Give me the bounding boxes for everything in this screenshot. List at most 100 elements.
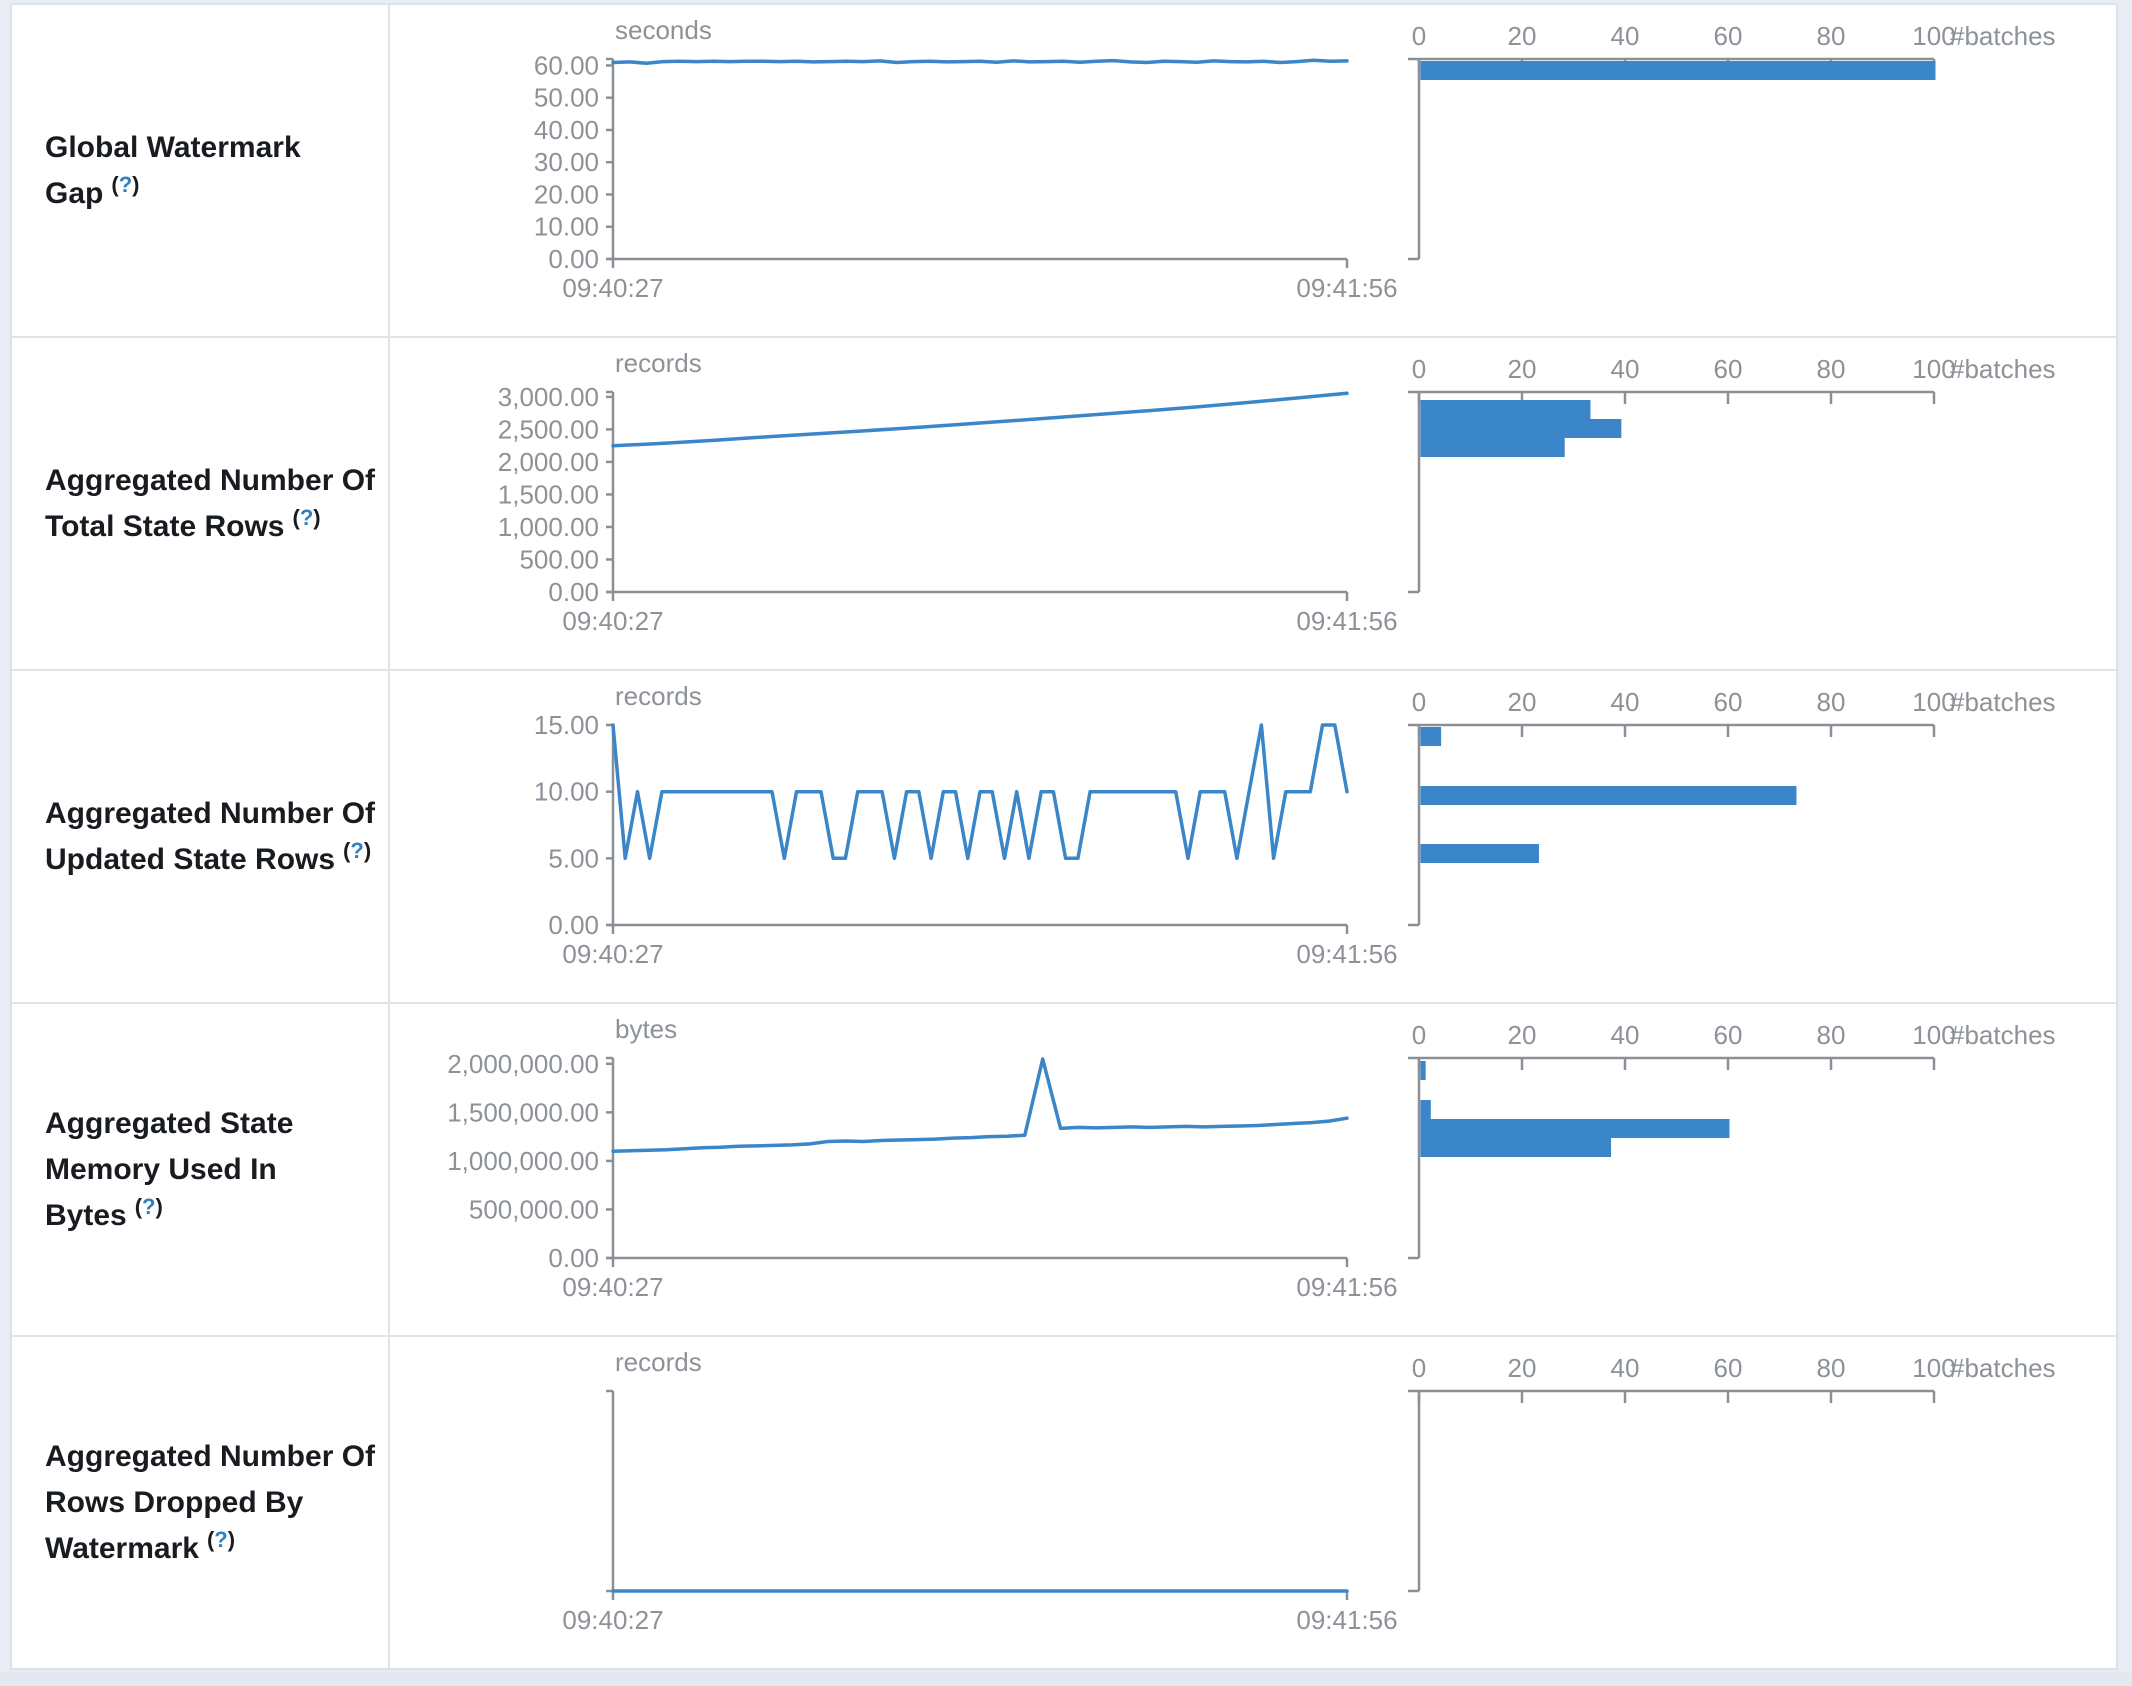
histogram-tick-label: 80 <box>1817 354 1846 384</box>
y-tick-label: 0.00 <box>548 577 599 607</box>
chart-cell: records 15.00 10.00 5.00 0.00 09:40:27 09:41:5… <box>390 671 2116 1002</box>
streaming-statistics-table: Global Watermark Gap (?) seconds 60.00 50.0… <box>10 3 2118 1670</box>
histogram-tick-label: 40 <box>1611 354 1640 384</box>
histogram-tick-label: 40 <box>1611 1020 1640 1050</box>
histogram-tick-label: 100 <box>1912 687 1955 717</box>
timeline-series-line <box>611 1057 1349 1153</box>
help-paren-open: ( <box>343 837 351 863</box>
x-axis-end-time: 09:41:56 <box>1296 273 1397 303</box>
help-paren-open: ( <box>206 1526 215 1552</box>
histogram-tick-label: 0 <box>1412 21 1426 51</box>
x-axis-start-time: 09:40:27 <box>562 273 663 303</box>
metric-row-rows-dropped-by-watermark: Aggregated Number Of Rows Dropped By Wat… <box>12 1337 2116 1668</box>
histogram-bar <box>1420 400 1591 419</box>
histogram-unit-label: #batches <box>1950 687 2056 717</box>
timeline-unit-label: records <box>615 348 702 378</box>
help-question-icon[interactable]: ? <box>118 171 133 197</box>
x-axis-start-time: 09:40:27 <box>562 1605 663 1635</box>
metric-title-text: Aggregated Number Of Rows Dropped By Wat… <box>45 1439 376 1565</box>
y-tick-label: 0.00 <box>548 910 599 940</box>
histogram-tick-label: 40 <box>1611 1353 1640 1383</box>
histogram-bar <box>1420 1100 1431 1119</box>
metric-label-cell: Aggregated Number Of Rows Dropped By Wat… <box>12 1337 390 1668</box>
histogram-tick-label: 0 <box>1412 1353 1426 1383</box>
timeline-unit-label: records <box>615 681 702 711</box>
metric-title: Aggregated Number Of Rows Dropped By Wat… <box>45 1434 382 1572</box>
y-tick-label: 20.00 <box>534 179 599 209</box>
metric-title-text: Global Watermark Gap <box>45 130 301 210</box>
page-background-strip <box>0 1672 2132 1686</box>
y-tick-label: 10.00 <box>534 777 599 807</box>
y-tick-label: 2,000.00 <box>498 447 599 477</box>
help-paren-open: ( <box>134 1193 143 1219</box>
histogram-tick-label: 20 <box>1508 687 1537 717</box>
histogram-unit-label: #batches <box>1950 1353 2056 1383</box>
help-paren-open: ( <box>111 171 119 197</box>
y-tick-label: 30.00 <box>534 147 599 177</box>
histogram-tick-label: 60 <box>1714 21 1743 51</box>
histogram-unit-label: #batches <box>1950 1020 2056 1050</box>
help-paren-open: ( <box>292 504 300 530</box>
histogram-tick-label: 60 <box>1714 687 1743 717</box>
help-question-icon[interactable]: ? <box>142 1193 156 1219</box>
histogram-tick-label: 100 <box>1912 1353 1955 1383</box>
histogram-tick-label: 0 <box>1412 354 1426 384</box>
histogram-tick-label: 80 <box>1817 1353 1846 1383</box>
help-link[interactable]: (?) <box>111 172 139 197</box>
chart-cell: seconds 60.00 50.00 40.00 30.00 20.00 10.00 0.0… <box>390 5 2116 336</box>
metric-label-cell: Global Watermark Gap (?) <box>12 5 390 336</box>
timeline-series-line <box>611 391 1349 448</box>
histogram-tick-label: 80 <box>1817 687 1846 717</box>
help-paren-close: ) <box>132 171 140 197</box>
timeline-series-line <box>611 58 1349 65</box>
histogram-tick-label: 0 <box>1412 1020 1426 1050</box>
histogram-bar <box>1420 1061 1426 1080</box>
histogram-tick-label: 20 <box>1508 1353 1537 1383</box>
metric-label-cell: Aggregated Number Of Updated State Rows(… <box>12 671 390 1002</box>
histogram-bar <box>1420 1138 1612 1157</box>
rows-dropped-charts: records 09:40:27 09:41:56 0 20 40 60 80 100#batc… <box>562 1347 2056 1635</box>
y-tick-label: 500,000.00 <box>469 1194 599 1224</box>
y-tick-label: 60.00 <box>534 50 599 80</box>
help-question-icon[interactable]: ? <box>350 837 364 863</box>
timeline-series-line <box>611 723 1349 861</box>
histogram-tick-label: 20 <box>1508 1020 1537 1050</box>
y-tick-label: 1,500,000.00 <box>447 1097 599 1127</box>
x-axis-start-time: 09:40:27 <box>562 606 663 636</box>
y-tick-label: 40.00 <box>534 115 599 145</box>
help-paren-close: ) <box>363 837 372 863</box>
histogram-tick-label: 60 <box>1714 354 1743 384</box>
metric-title-text: Aggregated Number Of Updated State Rows <box>45 796 376 876</box>
histogram-tick-label: 60 <box>1714 1020 1743 1050</box>
metric-title: Global Watermark Gap (?) <box>45 125 382 217</box>
help-link[interactable]: (?) <box>207 1527 235 1552</box>
metric-title-text: Aggregated Number Of Total State Rows <box>45 463 376 543</box>
y-tick-label: 3,000.00 <box>498 382 599 412</box>
help-link[interactable]: (?) <box>292 505 320 530</box>
histogram-bar <box>1420 786 1797 805</box>
chart-cell: records 09:40:27 09:41:56 0 20 40 60 80 100 #batc… <box>390 1337 2116 1668</box>
y-tick-label: 2,000,000.00 <box>447 1049 599 1079</box>
help-paren-close: ) <box>155 1193 163 1219</box>
histogram-unit-label: #batches <box>1950 21 2056 51</box>
x-axis-start-time: 09:40:27 <box>562 1272 663 1302</box>
histogram-tick-label: 40 <box>1611 21 1640 51</box>
histogram-tick-label: 80 <box>1817 1020 1846 1050</box>
histogram-tick-label: 100 <box>1912 1020 1955 1050</box>
histogram-tick-label: 40 <box>1611 687 1640 717</box>
histogram-tick-label: 100 <box>1912 354 1955 384</box>
y-tick-label: 0.00 <box>548 1243 599 1273</box>
histogram-tick-label: 20 <box>1508 354 1537 384</box>
metric-title: Aggregated Number Of Updated State Rows(… <box>45 791 382 883</box>
metric-label-cell: Aggregated State Memory Used In Bytes (?) <box>12 1004 390 1335</box>
y-tick-label: 2,500.00 <box>498 414 599 444</box>
help-question-icon[interactable]: ? <box>214 1526 228 1552</box>
histogram-tick-label: 0 <box>1412 687 1426 717</box>
total-state-rows-charts: records3,000.002,500.002,000.001,500.001… <box>498 348 2056 636</box>
help-question-icon[interactable]: ? <box>299 504 314 530</box>
metric-title-text: Aggregated State Memory Used In Bytes <box>45 1106 294 1232</box>
metric-row-global-watermark-gap: Global Watermark Gap (?) seconds 60.00 50.0… <box>12 5 2116 338</box>
help-link[interactable]: (?) <box>343 838 371 863</box>
help-link[interactable]: (?) <box>135 1194 163 1219</box>
histogram-bar <box>1420 844 1539 863</box>
